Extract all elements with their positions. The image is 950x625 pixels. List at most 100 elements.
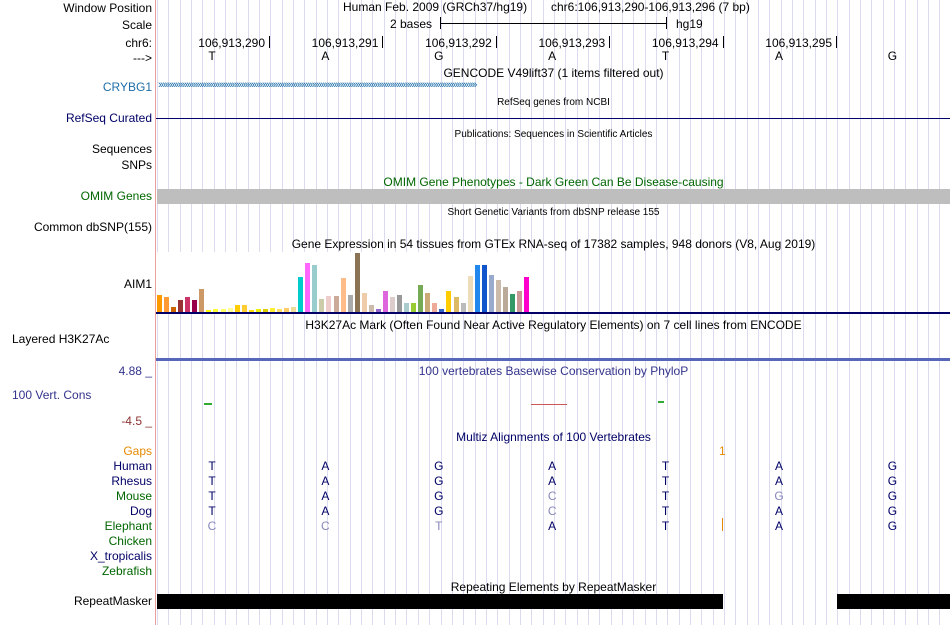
species-label-rhesus[interactable]: Rhesus: [111, 474, 152, 488]
species-label-x_tropicalis[interactable]: X_tropicalis: [89, 549, 152, 563]
refseq-gene-line[interactable]: [156, 118, 950, 119]
alignment-base: A: [548, 519, 557, 533]
gtex-tissue-bar[interactable]: [375, 309, 381, 313]
ruler-tick: [269, 36, 270, 48]
alignment-base: G: [774, 489, 784, 503]
gtex-tissue-bar[interactable]: [425, 293, 431, 313]
dbsnp-track-label[interactable]: Common dbSNP(155): [33, 220, 152, 234]
gtex-tissue-bar[interactable]: [284, 308, 290, 313]
alignment-base: C: [207, 519, 217, 533]
alignment-base: A: [321, 504, 330, 518]
gtex-tissue-bar[interactable]: [192, 300, 198, 313]
gtex-tissue-bar[interactable]: [305, 263, 311, 313]
species-label-zebrafish[interactable]: Zebrafish: [101, 564, 152, 578]
crybg1-gene-label[interactable]: CRYBG1: [102, 80, 152, 94]
gtex-tissue-bar[interactable]: [474, 265, 480, 313]
gtex-tissue-bar[interactable]: [411, 303, 417, 313]
gtex-bar-chart[interactable]: [156, 252, 536, 313]
gtex-tissue-bar[interactable]: [361, 293, 367, 313]
gtex-tissue-bar[interactable]: [298, 277, 304, 313]
snps-track-label[interactable]: SNPs: [121, 158, 152, 172]
species-label-dog[interactable]: Dog: [129, 504, 152, 518]
aim1-gene-label[interactable]: AIM1: [123, 277, 152, 291]
alignment-base: C: [547, 489, 557, 503]
gtex-tissue-bar[interactable]: [510, 294, 515, 313]
track-image[interactable]: Human Feb. 2009 (GRCh37/hg19) chr6:106,9…: [155, 0, 950, 625]
gtex-tissue-bar[interactable]: [213, 309, 219, 313]
gtex-tissue-bar[interactable]: [382, 291, 388, 313]
gtex-tissue-bar[interactable]: [446, 291, 452, 313]
gtex-tissue-bar[interactable]: [524, 277, 530, 313]
gtex-tissue-bar[interactable]: [439, 309, 445, 313]
gtex-tissue-bar[interactable]: [157, 295, 162, 313]
gtex-tissue-bar[interactable]: [241, 305, 247, 313]
gtex-tissue-bar[interactable]: [319, 299, 325, 313]
phylop-mark-2: [531, 404, 567, 405]
alignment-base: A: [321, 459, 330, 473]
gtex-tissue-bar[interactable]: [255, 309, 261, 313]
gtex-tissue-bar[interactable]: [354, 253, 360, 313]
gtex-tissue-bar[interactable]: [220, 309, 226, 313]
gtex-tissue-bar[interactable]: [502, 287, 508, 313]
sequence-base: T: [661, 49, 670, 63]
gtex-tissue-bar[interactable]: [481, 265, 487, 313]
sequence-base: G: [434, 49, 444, 63]
species-label-elephant[interactable]: Elephant: [104, 519, 152, 533]
gtex-tissue-bar[interactable]: [164, 297, 170, 313]
phylop-track-title: 100 vertebrates Basewise Conservation by…: [418, 364, 689, 378]
repeatmasker-track-label[interactable]: RepeatMasker: [73, 594, 152, 608]
gtex-tissue-bar[interactable]: [312, 265, 318, 313]
gtex-tissue-bar[interactable]: [340, 278, 346, 313]
gtex-tissue-bar[interactable]: [389, 297, 395, 313]
gtex-tissue-bar[interactable]: [333, 296, 339, 313]
species-label-chicken[interactable]: Chicken: [108, 534, 152, 548]
gtex-tissue-bar[interactable]: [453, 297, 459, 313]
species-label-mouse[interactable]: Mouse: [115, 489, 152, 503]
gtex-tissue-bar[interactable]: [234, 305, 240, 313]
gtex-tissue-bar[interactable]: [404, 303, 410, 313]
h3k27ac-signal[interactable]: [156, 358, 950, 361]
alignment-base: A: [774, 504, 783, 518]
gtex-tissue-bar[interactable]: [488, 275, 494, 313]
repeat-element-2[interactable]: [837, 594, 950, 609]
species-label-human[interactable]: Human: [113, 459, 152, 473]
h3k27ac-track-label[interactable]: Layered H3K27Ac: [12, 332, 110, 346]
ruler-tick: [495, 36, 497, 48]
gtex-tissue-bar[interactable]: [277, 309, 283, 313]
gtex-tissue-bar[interactable]: [291, 307, 297, 313]
gtex-tissue-bar[interactable]: [368, 305, 374, 313]
crybg1-gene-feature[interactable]: ››››››››››››››››››››››››››››››››››››››››…: [158, 79, 477, 91]
gtex-tissue-bar[interactable]: [178, 300, 184, 313]
repeat-element-1[interactable]: [157, 594, 723, 609]
gtex-tissue-bar[interactable]: [199, 289, 205, 313]
gtex-tissue-bar[interactable]: [467, 276, 473, 313]
gtex-tissue-bar[interactable]: [185, 297, 191, 313]
alignment-base: A: [774, 474, 783, 488]
ruler-tick: [836, 36, 837, 48]
sequence-base: T: [208, 49, 216, 63]
gtex-baseline: [156, 312, 950, 314]
gtex-tissue-bar[interactable]: [517, 291, 523, 313]
refseq-track-label[interactable]: RefSeq Curated: [65, 111, 152, 125]
gtex-tissue-bar[interactable]: [347, 295, 353, 313]
gtex-tissue-bar[interactable]: [206, 310, 212, 313]
gtex-tissue-bar[interactable]: [248, 310, 254, 313]
gtex-tissue-bar[interactable]: [269, 308, 275, 313]
sequences-track-label[interactable]: Sequences: [91, 142, 152, 156]
alignment-base: C: [547, 504, 557, 518]
omim-track-label[interactable]: OMIM Genes: [80, 189, 152, 203]
gtex-tissue-bar[interactable]: [432, 303, 438, 313]
conservation-track-label[interactable]: 100 Vert. Cons: [12, 388, 92, 402]
gtex-tissue-bar[interactable]: [326, 296, 332, 313]
gtex-tissue-bar[interactable]: [262, 309, 268, 313]
alignment-base: A: [774, 519, 783, 533]
gtex-tissue-bar[interactable]: [495, 280, 501, 313]
gtex-tissue-bar[interactable]: [460, 303, 466, 313]
omim-gene-bar[interactable]: [157, 189, 950, 204]
ruler-label: 106,913,291: [311, 36, 379, 50]
gtex-tissue-bar[interactable]: [171, 307, 177, 313]
gtex-tissue-bar[interactable]: [227, 308, 233, 313]
gtex-tissue-bar[interactable]: [397, 295, 403, 313]
alignment-base: T: [208, 504, 216, 518]
gtex-tissue-bar[interactable]: [418, 285, 424, 313]
